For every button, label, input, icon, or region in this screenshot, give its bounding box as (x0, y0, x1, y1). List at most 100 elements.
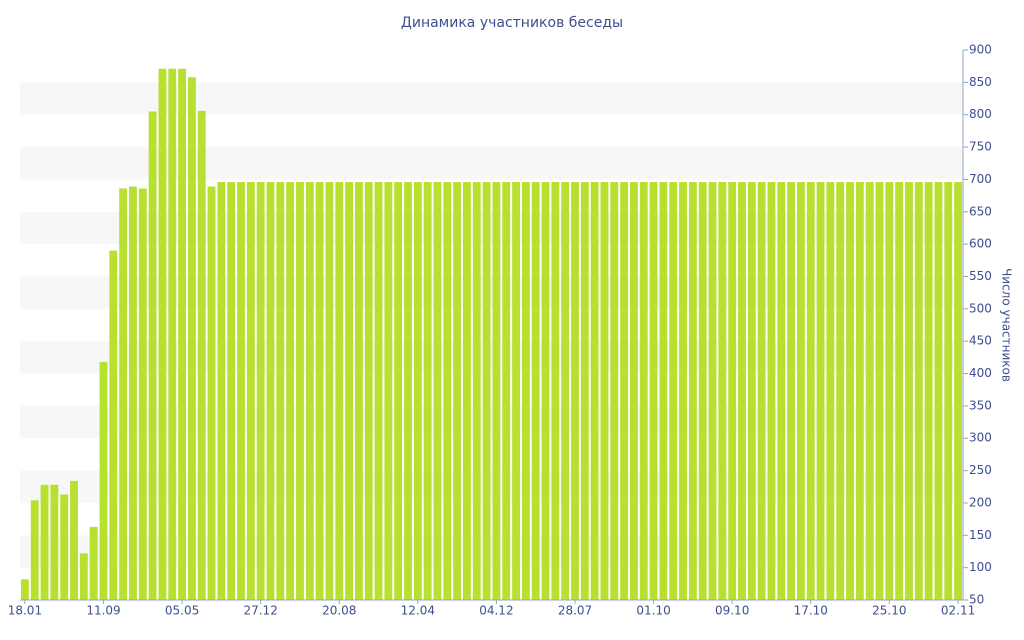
bar (914, 182, 923, 600)
bar (502, 182, 511, 600)
bar (521, 182, 530, 600)
x-tick-label: 27.12 (243, 604, 277, 618)
bar (89, 526, 98, 600)
bar (561, 182, 570, 600)
bar (463, 182, 471, 600)
bar (757, 182, 766, 600)
bar (453, 182, 462, 600)
bar (325, 182, 334, 600)
chart-title: Динамика участников беседы (401, 15, 623, 31)
bar (865, 182, 874, 600)
x-tick-label: 11.09 (86, 604, 120, 618)
bar (571, 182, 579, 600)
y-tick-label: 200 (969, 495, 992, 509)
x-tick-label: 12.04 (401, 604, 435, 618)
y-tick-label: 550 (969, 269, 992, 283)
bar (541, 182, 550, 600)
y-tick-label: 250 (969, 463, 992, 477)
bar (99, 361, 108, 600)
bar (620, 182, 629, 600)
bar (512, 182, 520, 600)
bar (531, 182, 540, 600)
bar (374, 182, 383, 600)
x-tick-label: 25.10 (872, 604, 906, 618)
bar (384, 182, 393, 600)
bar (472, 182, 481, 600)
bar (286, 182, 295, 600)
bar (246, 182, 255, 600)
bar (610, 182, 619, 600)
bar (836, 182, 845, 600)
y-tick-label: 350 (969, 398, 992, 412)
bar (738, 182, 746, 600)
bar (70, 480, 78, 600)
bar (777, 182, 786, 600)
bar (934, 182, 943, 600)
bar (806, 182, 815, 600)
grid-band (20, 276, 963, 309)
grid-band (20, 147, 963, 180)
bar (443, 182, 452, 600)
bar (148, 111, 157, 601)
bar (698, 182, 707, 600)
bar (639, 182, 648, 600)
bar (217, 182, 226, 600)
bar (688, 182, 697, 600)
y-tick-label: 50 (969, 593, 984, 607)
x-tick-label: 28.07 (558, 604, 592, 618)
grid-band (20, 470, 963, 503)
bar (767, 182, 776, 600)
bar (630, 182, 638, 600)
y-tick-label: 150 (969, 528, 992, 542)
bar (846, 182, 854, 600)
y-tick-label: 500 (969, 301, 992, 315)
bar (354, 182, 363, 600)
bar (276, 182, 285, 600)
bar (796, 182, 805, 600)
bar (296, 182, 304, 600)
bar (79, 553, 88, 600)
x-tick-label: 02.11 (941, 604, 975, 618)
bar (551, 182, 560, 600)
y-tick-label: 800 (969, 107, 992, 121)
bar (580, 182, 589, 600)
y-tick-label: 700 (969, 172, 992, 186)
bar (423, 182, 432, 600)
bar (718, 182, 727, 600)
bar (885, 182, 894, 600)
bar (875, 182, 884, 600)
bar (138, 188, 147, 600)
bar (256, 182, 265, 600)
bar (895, 182, 904, 600)
bar (364, 182, 373, 600)
y-axis-label: Число участников (1000, 268, 1014, 382)
bar (168, 68, 177, 600)
bar (649, 182, 658, 600)
y-tick-label: 850 (969, 75, 992, 89)
bar (679, 182, 687, 600)
bar (50, 484, 59, 600)
y-tick-label: 450 (969, 334, 992, 348)
bar (394, 182, 403, 600)
x-tick-label: 17.10 (794, 604, 828, 618)
y-tick-label: 900 (969, 43, 992, 57)
grid-band (20, 82, 963, 115)
y-tick-label: 750 (969, 140, 992, 154)
x-tick-label: 20.08 (322, 604, 356, 618)
bar (20, 579, 29, 600)
bar (413, 182, 422, 600)
bar (944, 182, 953, 600)
bar (747, 182, 756, 600)
x-tick-label: 09.10 (715, 604, 749, 618)
bar (305, 182, 314, 600)
grid-band (20, 405, 963, 439)
bar (492, 182, 501, 600)
bar (197, 110, 206, 600)
bar (30, 500, 39, 600)
bar (600, 182, 609, 600)
bar (187, 77, 196, 601)
bar (158, 68, 167, 600)
bar (129, 186, 137, 600)
y-tick-label: 400 (969, 366, 992, 380)
